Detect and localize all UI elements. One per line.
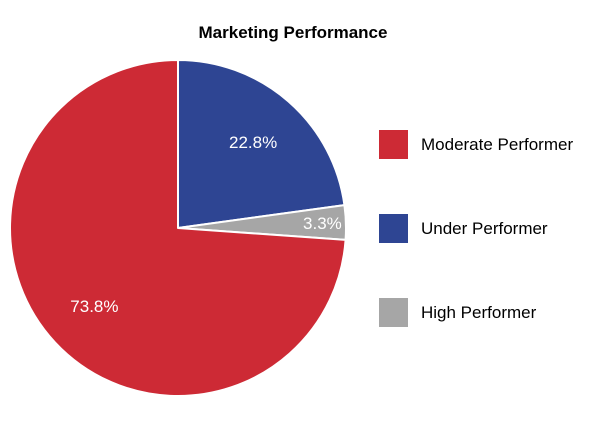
legend-swatch-under-performer xyxy=(379,214,408,243)
pie-slice-under-performer xyxy=(177,59,346,229)
legend-label-under-performer: Under Performer xyxy=(421,219,548,238)
legend-swatch-moderate-performer xyxy=(379,130,408,159)
legend-label-high-performer: High Performer xyxy=(421,303,537,322)
pie-slices xyxy=(9,59,347,397)
legend-label-moderate-performer: Moderate Performer xyxy=(421,135,573,154)
legend: Moderate Performer Under Performer High Pe… xyxy=(379,130,573,327)
pie-slice-moderate-performer xyxy=(9,59,347,397)
chart-title: Marketing Performance xyxy=(199,23,388,42)
slice-label-moderate-performer: 73.8% xyxy=(70,297,118,316)
slice-label-under-performer: 22.8% xyxy=(229,133,277,152)
slice-labels: 22.8% 3.3% 73.8% xyxy=(70,133,341,316)
slice-label-high-performer: 3.3% xyxy=(303,214,342,233)
legend-swatch-high-performer xyxy=(379,298,408,327)
